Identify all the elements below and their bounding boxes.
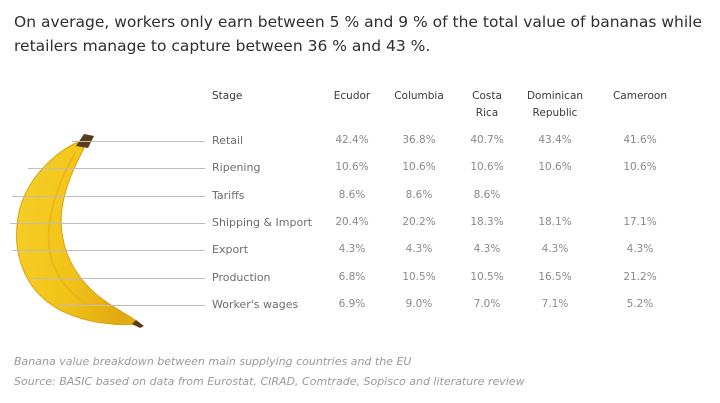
- table-cell: 5.2%: [626, 297, 654, 310]
- table-cell: 36.8%: [402, 134, 436, 146]
- column-header-line-1: Ecudor: [333, 90, 371, 102]
- column-header-line-1: Cameroon: [612, 90, 668, 102]
- table-cell: 4.3%: [473, 243, 501, 256]
- column-header-line-2: Rica: [475, 107, 499, 119]
- table-cell: 16.5%: [538, 270, 572, 283]
- table-cell: 8.6%: [338, 188, 366, 201]
- table-cell: 43.4%: [538, 134, 572, 146]
- table-cell: 6.9%: [338, 297, 366, 310]
- stage-header: Stage: [212, 90, 243, 102]
- table-cell: 10.5%: [402, 270, 436, 283]
- guide-line: [28, 168, 205, 170]
- column-header-line-1: Costa: [472, 90, 502, 102]
- stage-label: Tariffs: [212, 188, 245, 202]
- stage-label: Export: [212, 243, 249, 257]
- headline-line-1: On average, workers only earn between 5 …: [14, 13, 703, 31]
- stage-label: Retail: [212, 134, 244, 147]
- banana-illustration: [0, 128, 200, 338]
- table-cell: 10.6%: [538, 161, 572, 174]
- headline-line-2: retailers manage to capture between 36 %…: [14, 37, 431, 55]
- table-cell: 40.7%: [470, 134, 504, 146]
- table-cell: 21.2%: [623, 270, 657, 283]
- banana-icon: [16, 134, 144, 328]
- headline: On average, workers only earn between 5 …: [14, 10, 704, 58]
- stage-label: Ripening: [212, 161, 261, 175]
- table-cell: 41.6%: [623, 134, 657, 146]
- guide-line: [12, 250, 205, 252]
- column-header: Costa Rica: [447, 88, 527, 122]
- column-header-line-1: Columbia: [394, 90, 444, 102]
- column-header: Ecudor: [312, 88, 392, 105]
- table-cell: 4.3%: [626, 243, 654, 256]
- table-cell: 7.1%: [541, 297, 569, 310]
- table-cell: 42.4%: [335, 134, 369, 146]
- table-cell: 20.2%: [402, 215, 436, 228]
- table-cell: 10.6%: [623, 161, 657, 174]
- table-cell: 18.3%: [470, 215, 504, 228]
- caption-line-1: Banana value breakdown between main supp…: [14, 355, 412, 368]
- table-cell: 6.8%: [338, 270, 366, 283]
- column-header-line-1: Dominican: [526, 90, 584, 102]
- guide-line: [12, 195, 205, 197]
- table-cell: 18.1%: [538, 215, 572, 228]
- column-header: Dominican Republic: [515, 88, 595, 122]
- column-header: Cameroon: [600, 88, 680, 105]
- table-cell: 8.6%: [405, 188, 433, 201]
- guide-line: [30, 277, 205, 279]
- table-cell: 4.3%: [338, 243, 366, 256]
- table-cell: 17.1%: [623, 215, 657, 228]
- table-cell: 4.3%: [541, 243, 569, 256]
- caption-line-2: Source: BASIC based on data from Eurosta…: [14, 375, 525, 388]
- guide-line: [58, 304, 205, 306]
- column-header-line-2: Republic: [532, 107, 578, 119]
- table-cell: 9.0%: [405, 297, 433, 310]
- table-cell: 10.6%: [470, 161, 504, 174]
- table-cell: 10.6%: [402, 161, 436, 174]
- column-header: Columbia: [379, 88, 459, 105]
- stage-label: Worker's wages: [212, 297, 299, 311]
- guide-line: [72, 141, 205, 142]
- table-cell: 7.0%: [473, 297, 501, 310]
- guide-line: [10, 222, 205, 224]
- table-cell: 4.3%: [405, 243, 433, 256]
- table-cell: 10.6%: [335, 161, 369, 174]
- stage-label: Shipping & Import: [212, 215, 313, 229]
- stage-label: Production: [212, 270, 271, 284]
- table-cell: 20.4%: [335, 215, 369, 228]
- table-cell: 8.6%: [473, 188, 501, 201]
- table-cell: 10.5%: [470, 270, 504, 283]
